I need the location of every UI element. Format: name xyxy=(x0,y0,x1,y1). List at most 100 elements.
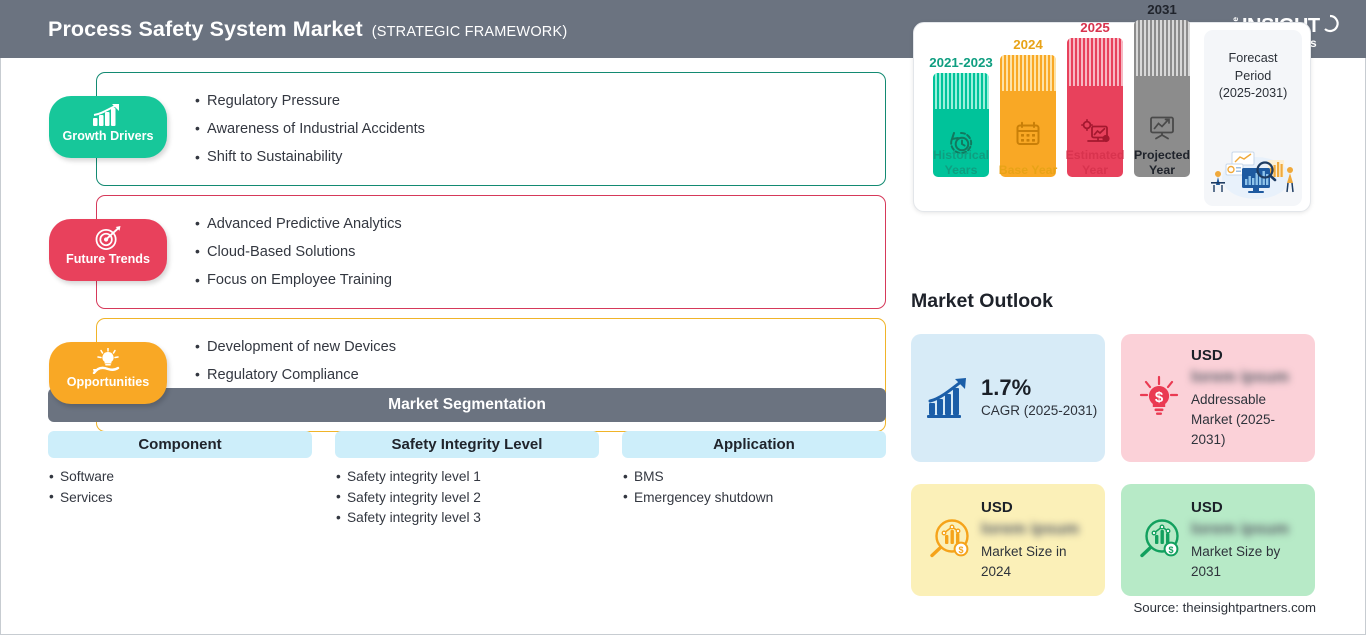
page-subtitle: (STRATEGIC FRAMEWORK) xyxy=(371,23,568,40)
blurred-value: lorem ipsum xyxy=(1191,520,1290,538)
bar-chart-arrow-icon xyxy=(923,377,977,419)
target-dart-icon xyxy=(92,225,124,251)
market-size-2031-label: Market Size by 2031 xyxy=(1191,544,1281,579)
cagr-card-body: 1.7% CAGR (2025-2031) xyxy=(977,375,1097,421)
future-trends-badge[interactable]: Future Trends xyxy=(49,219,167,281)
cagr-card: 1.7% CAGR (2025-2031) xyxy=(911,334,1105,462)
market-size-2024-label: Market Size in 2024 xyxy=(981,544,1067,579)
list-item: BMS xyxy=(622,467,886,488)
segment-column-header: Application xyxy=(622,431,886,458)
timeline-bar-estimated: 2025 xyxy=(1064,20,1126,177)
badge-label: Growth Drivers xyxy=(62,129,154,143)
list-item: Advanced Predictive Analytics xyxy=(195,209,875,238)
page-title: Process Safety System Market xyxy=(48,16,363,41)
timeline-panel: 2021-2023 Historical Years 2024 xyxy=(913,2,1311,212)
segment-column-label: Safety Integrity Level xyxy=(391,436,543,453)
timeline-bar xyxy=(1134,20,1190,177)
forecast-line-1: Forecast xyxy=(1228,51,1278,65)
market-size-2024-card: $ USD lorem ipsum Market Size in 2024 xyxy=(911,484,1105,596)
lightbulb-dollar-icon: $ xyxy=(1131,374,1187,422)
timeline-caption: Base Year xyxy=(998,162,1058,177)
badge-label: Opportunities xyxy=(66,375,150,389)
list-item: Safety integrity level 2 xyxy=(335,487,599,509)
list-item: Awareness of Industrial Accidents xyxy=(195,114,875,143)
forecast-period-text: Forecast Period (2025-2031) xyxy=(1204,30,1302,103)
market-size-2031-body: USD lorem ipsum Market Size by 2031 xyxy=(1189,498,1315,582)
opportunities-badge[interactable]: Opportunities xyxy=(49,342,167,404)
timeline-caption: Projected Year xyxy=(1133,148,1191,177)
timeline-year-label: 2025 xyxy=(1080,20,1110,35)
cagr-value: 1.7% xyxy=(981,375,1032,400)
growth-drivers-badge[interactable]: Growth Drivers xyxy=(49,96,167,158)
segment-column-component: Component Software Services xyxy=(48,431,312,508)
market-size-2031-card: $ USD lorem ipsum Market Size by 2031 xyxy=(1121,484,1315,596)
growth-drivers-list: Regulatory Pressure Awareness of Industr… xyxy=(195,73,875,185)
list-item: Focus on Employee Training xyxy=(195,266,875,295)
bar-chart-growth-icon xyxy=(90,102,126,128)
list-item: Software xyxy=(48,467,312,488)
magnifier-chart-dollar-icon: $ xyxy=(1131,517,1189,563)
market-segmentation-title: Market Segmentation xyxy=(388,396,546,413)
forecast-line-3: (2025-2031) xyxy=(1218,86,1288,100)
timeline-caption: Estimated Year xyxy=(1065,148,1125,177)
currency-label: USD xyxy=(981,499,1013,516)
svg-text:$: $ xyxy=(1155,389,1164,406)
presentation-chart-icon xyxy=(1150,116,1174,139)
timeline-year-label: 2021-2023 xyxy=(929,55,993,70)
source-attribution: Source: theinsightpartners.com xyxy=(1133,600,1316,615)
segment-items: BMS Emergencey shutdown xyxy=(622,467,886,508)
segment-column-header: Component xyxy=(48,431,312,458)
timeline-year-label: 2024 xyxy=(1013,37,1043,52)
timeline-year-label: 2031 xyxy=(1147,2,1177,17)
blurred-value: lorem ipsum xyxy=(981,520,1080,538)
timeline-caption: Historical Years xyxy=(932,148,990,177)
blurred-value: lorem ipsum xyxy=(1191,368,1290,386)
segment-column-safety-integrity-level: Safety Integrity Level Safety integrity … xyxy=(335,431,599,529)
list-item: Emergencey shutdown xyxy=(622,487,886,509)
segment-items: Safety integrity level 1 Safety integrit… xyxy=(335,467,599,529)
forecast-line-2: Period xyxy=(1234,68,1272,83)
market-size-2024-body: USD lorem ipsum Market Size in 2024 xyxy=(979,498,1105,582)
market-segmentation-header: Market Segmentation xyxy=(48,388,886,422)
growth-drivers-panel: Regulatory Pressure Awareness of Industr… xyxy=(96,72,886,186)
lightbulb-hand-icon xyxy=(91,348,125,374)
timeline-bar-projected: 2031 Projected Year xyxy=(1131,2,1193,177)
analytics-gear-icon xyxy=(1080,118,1110,142)
list-item: Regulatory Compliance xyxy=(195,360,875,389)
badge-label: Future Trends xyxy=(66,252,150,266)
currency-label: USD xyxy=(1191,499,1223,516)
addressable-market-card: $ USD lorem ipsum Addressable Market (20… xyxy=(1121,334,1315,462)
segment-column-header: Safety Integrity Level xyxy=(335,431,599,458)
svg-text:$: $ xyxy=(958,545,963,555)
timeline-bar xyxy=(933,73,989,177)
market-outlook-title: Market Outlook xyxy=(911,290,1053,312)
timeline-bar-base: 2024 Base Year xyxy=(997,37,1059,177)
list-item: Safety integrity level 3 xyxy=(335,508,599,529)
timeline-bar-historical: 2021-2023 Historical Years xyxy=(929,55,993,177)
clock-history-icon xyxy=(950,131,973,154)
future-trends-panel: Advanced Predictive Analytics Cloud-Base… xyxy=(96,195,886,309)
timeline-bar xyxy=(1000,55,1056,177)
magnifier-chart-dollar-icon: $ xyxy=(921,517,979,563)
list-item: Cloud-Based Solutions xyxy=(195,237,875,266)
future-trends-list: Advanced Predictive Analytics Cloud-Base… xyxy=(195,196,875,308)
dashboard-analysis-illustration xyxy=(1211,151,1294,199)
timeline-bar xyxy=(1067,38,1123,177)
calendar-icon xyxy=(1016,121,1040,145)
currency-label: USD xyxy=(1191,347,1223,364)
segment-items: Software Services xyxy=(48,467,312,508)
list-item: Services xyxy=(48,487,312,509)
segment-column-application: Application BMS Emergencey shutdown xyxy=(622,431,886,508)
cagr-label: CAGR (2025-2031) xyxy=(981,403,1098,418)
addressable-market-body: USD lorem ipsum Addressable Market (2025… xyxy=(1187,346,1315,450)
forecast-period-box: Forecast Period (2025-2031) xyxy=(1204,30,1302,206)
segment-column-label: Component xyxy=(138,436,222,453)
list-item: Regulatory Pressure xyxy=(195,86,875,115)
segment-column-label: Application xyxy=(713,436,795,453)
addressable-market-label: Addressable Market (2025-2031) xyxy=(1191,392,1276,447)
header-title-group: Process Safety System Market (STRATEGIC … xyxy=(48,17,567,42)
list-item: Development of new Devices xyxy=(195,332,875,361)
list-item: Shift to Sustainability xyxy=(195,143,875,172)
list-item: Safety integrity level 1 xyxy=(335,467,599,488)
